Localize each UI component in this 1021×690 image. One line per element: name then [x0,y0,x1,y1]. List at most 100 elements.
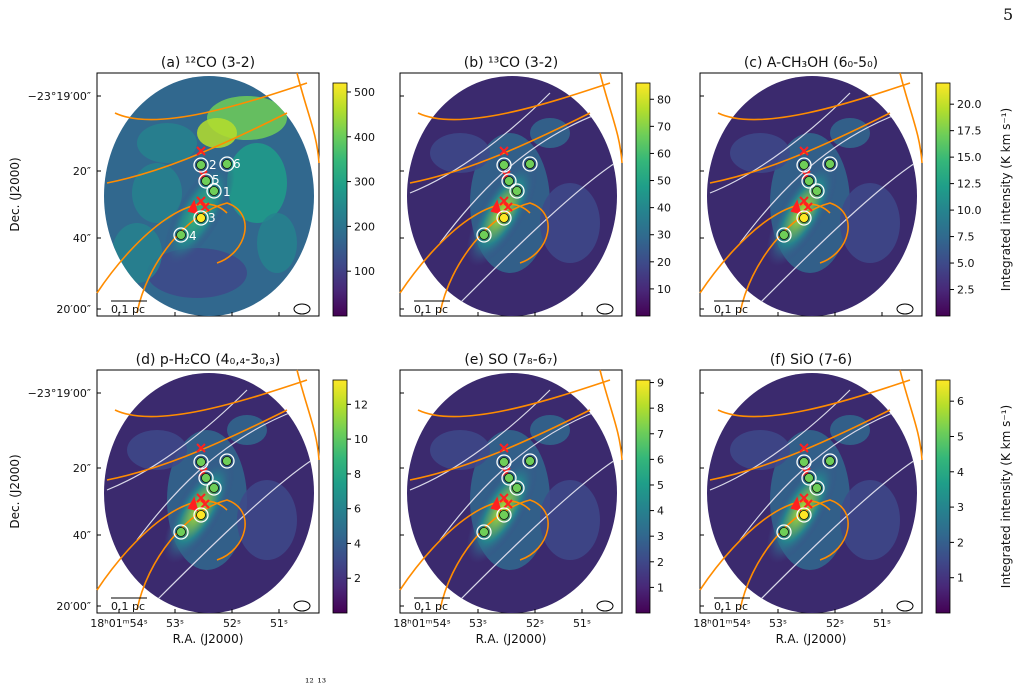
scalebar-label: 0.1 pc [414,600,448,613]
orange-contour [399,500,531,591]
orange-contour [114,82,308,121]
colorbar-tick-label: 200 [354,220,375,233]
panel-title: (c) A-CH₃OH (6₀-5₀) [744,55,878,71]
colorbar-tick-label: 12.5 [957,178,982,191]
colorbar-tick-label: 2 [657,556,664,569]
colorbar-tick-label: 7 [657,428,664,441]
colorbar-tick-label: 2 [957,536,964,549]
emission-blob [540,183,600,263]
red-cross-marker [499,493,509,503]
orange-contour [439,202,549,314]
emission-blob [132,163,182,223]
colorbar-tick-label: 8 [354,468,361,481]
colorbar-tick-label: 50 [657,175,671,188]
colorbar-tick-label: 5 [657,479,664,492]
y-axis-label: Dec. (J2000) [8,454,22,528]
red-markers [490,443,513,512]
orange-contour [417,379,611,418]
beam-ellipse [293,600,311,612]
colorbar-tick-label: 1 [657,581,664,594]
white-contour [459,162,616,304]
source-marker [499,457,509,467]
source-ring [522,453,538,469]
y-tick-label: 20′00″ [56,600,91,613]
source-marker [196,457,206,467]
colorbar-tick-label: 8 [657,402,664,415]
emission-blob [227,143,287,223]
red-cross-marker [196,146,206,156]
orange-contour [296,72,320,164]
white-contour [156,459,313,601]
source-ring [776,524,792,540]
x-tick-label: 53ˢ [469,617,487,630]
source-marker [804,473,814,483]
orange-contour [96,203,228,294]
y-tick-label: −23°19′00″ [28,387,91,400]
source-marker [196,213,206,223]
orange-contours [399,369,623,611]
source-marker [812,186,822,196]
orange-contour [296,369,320,461]
colorbar-tick-label: 4 [657,505,664,518]
colorbar-tick-label: 15.0 [957,151,982,164]
x-axis-label: R.A. (J2000) [776,632,847,646]
colorbar-tick-label: 6 [657,453,664,466]
panel-title: (e) SO (7₈-6₇) [464,352,557,368]
orange-contour [96,500,228,591]
emission-blob [430,430,490,470]
x-axis-label: R.A. (J2000) [173,632,244,646]
colorbar-tick-label: 12 [354,398,368,411]
source-marker [499,160,509,170]
source-marker [525,159,535,169]
orange-contour [114,379,308,418]
source-marker [176,527,186,537]
red-cross-marker [200,202,210,212]
y-tick-label: 20″ [73,462,91,475]
scalebar-label: 0.1 pc [111,303,145,316]
colorbar-tick-label: 9 [657,377,664,390]
source-ring [796,507,812,523]
source-ring [809,183,825,199]
orange-contour [417,82,611,121]
panel-e: 0.1 pc (e) SO (7₈-6₇) 18ʰ01ᵐ54ˢ 53ˢ 52ˢ 51ˢ R.… [393,352,664,646]
beam-ellipse [896,600,914,612]
scalebar-label: 0.1 pc [111,600,145,613]
source-ring [206,480,222,496]
white-contour [459,459,616,601]
y-tick-label: 20″ [73,165,91,178]
colorbar-tick-label: 1 [957,572,964,585]
emission-blob [730,133,790,173]
red-cross-marker [200,499,210,509]
orange-contour [739,202,849,314]
red-triangle-marker [790,496,802,512]
x-tick-label: 53ˢ [769,617,787,630]
scalebar-label: 0.1 pc [414,303,448,316]
red-triangle-marker [187,496,199,512]
colorbar-tick-label: 2 [354,572,361,585]
x-tick-label: 18ʰ01ᵐ54ˢ [693,617,750,630]
orange-contour [439,499,549,611]
orange-contour [899,72,923,164]
colorbar-tick-label: 60 [657,147,671,160]
orange-contour [699,500,831,591]
emission-blob [840,480,900,560]
white-contour [409,92,551,194]
source-marker [196,160,206,170]
orange-contours [699,369,923,611]
red-triangle-marker [490,199,502,215]
colorbar-tick-label: 17.5 [957,125,982,138]
white-contour [439,409,601,541]
panel-c: 0.1 pc (c) A-CH₃OH (6₀-5₀) 20.0 17.5 15.0 12.… [699,55,1013,317]
source-ring [193,454,209,470]
colorbar [332,82,348,317]
orange-contour [717,82,911,121]
emission-blob [257,213,297,273]
intensity-map [104,76,314,316]
orange-contours [399,72,623,314]
colorbar-tick-label: 400 [354,131,375,144]
orange-contour [106,112,288,184]
red-cross-marker [499,146,509,156]
beam-ellipse [896,303,914,315]
